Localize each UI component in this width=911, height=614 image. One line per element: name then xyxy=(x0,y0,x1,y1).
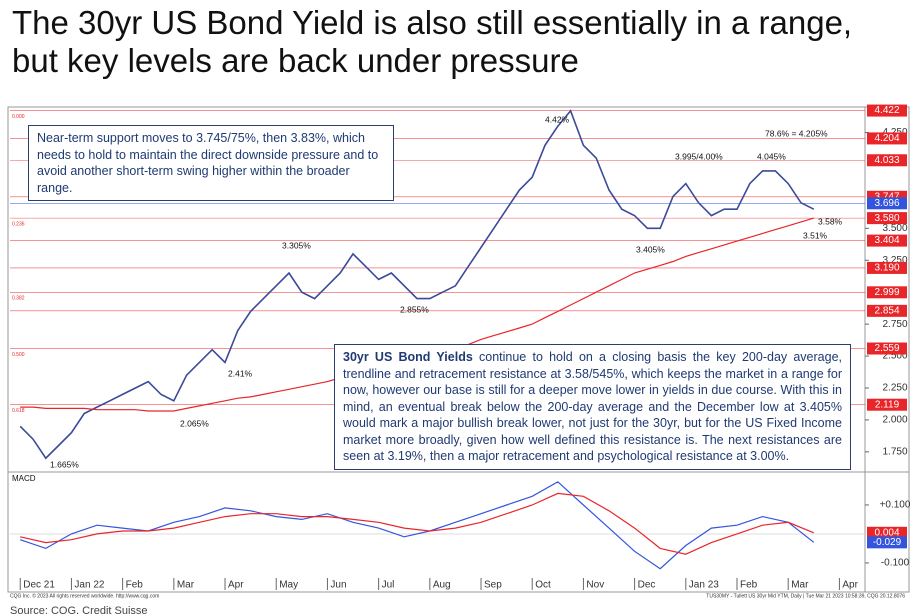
y-tick-label: 2.250 xyxy=(882,383,907,394)
fib-label: 0.618 xyxy=(12,408,25,414)
level-label: 4.204 xyxy=(874,133,899,144)
series-line xyxy=(20,492,815,555)
x-tick-label: Apr xyxy=(842,580,858,591)
panel-title: MACD xyxy=(12,474,36,483)
level-box xyxy=(867,526,907,539)
level-label: 4.033 xyxy=(874,155,899,166)
annotation: 2.855% xyxy=(400,304,429,314)
x-tick-label: Jan 22 xyxy=(74,580,104,591)
x-tick-label: Nov xyxy=(586,580,604,591)
level-box xyxy=(867,286,907,299)
y-tick-label: -0.100 xyxy=(881,558,910,569)
x-tick-label: Apr xyxy=(228,580,244,591)
level-box xyxy=(867,261,907,274)
x-tick-label: Feb xyxy=(740,580,758,591)
annotation: 3.51% xyxy=(803,230,828,240)
note-lead: 30yr US Bond Yields xyxy=(343,350,473,364)
note-text: Near-term support moves to 3.745/75%, th… xyxy=(37,131,379,195)
y-tick-label: 3.500 xyxy=(882,223,907,234)
annotation: 4.045% xyxy=(757,151,786,161)
x-tick-label: Feb xyxy=(126,580,144,591)
level-label: 2.854 xyxy=(874,305,899,316)
footnote: Source: CQG, Credit Suisse xyxy=(10,605,148,614)
fib-label: 0.236 xyxy=(12,221,25,227)
y-tick-label: 2.500 xyxy=(882,351,907,362)
fib-label: 0.500 xyxy=(12,352,25,358)
level-label: 3.696 xyxy=(874,198,899,209)
annotation: 3.305% xyxy=(282,240,311,250)
level-box xyxy=(867,197,907,210)
annotation: 4.42% xyxy=(545,114,570,124)
level-box xyxy=(867,104,907,117)
level-label: -0.029 xyxy=(873,537,902,548)
y-tick-label: 2.750 xyxy=(882,319,907,330)
level-box xyxy=(867,132,907,145)
x-tick-label: Dec xyxy=(638,580,656,591)
series-line xyxy=(20,481,815,570)
level-label: 3.190 xyxy=(874,263,899,274)
annotation: 3.58% xyxy=(818,216,843,226)
level-box xyxy=(867,304,907,317)
level-label: 2.559 xyxy=(874,343,899,354)
annotation: 2.065% xyxy=(180,418,209,428)
x-tick-label: Oct xyxy=(535,580,551,591)
note-box: 30yr US Bond Yields continue to hold on … xyxy=(334,344,851,470)
footnote: TUS30MY - Tullett US 30yr Mid YTM, Daily… xyxy=(706,593,905,599)
level-label: 3.404 xyxy=(874,235,899,246)
level-box xyxy=(867,154,907,167)
level-label: 4.422 xyxy=(874,105,899,116)
x-tick-label: Jan 23 xyxy=(689,580,719,591)
x-tick-label: Jul xyxy=(382,580,395,591)
fib-label: 0.382 xyxy=(12,296,25,302)
footnote: CQG Inc. © 2023 All rights reserved worl… xyxy=(10,592,159,599)
annotation: 2.41% xyxy=(228,368,253,378)
level-label: 3.747 xyxy=(874,191,899,202)
y-tick-label: 3.250 xyxy=(882,255,907,266)
level-label: 2.119 xyxy=(875,399,900,410)
annotation: 1.665% xyxy=(50,459,79,469)
level-label: 0.004 xyxy=(874,527,899,538)
level-box xyxy=(867,212,907,225)
y-tick-label: 1.750 xyxy=(882,446,907,457)
y-tick-label: 2.000 xyxy=(882,415,907,426)
note-text: continue to hold on a closing basis the … xyxy=(343,350,842,463)
level-label: 3.580 xyxy=(874,213,899,224)
series-line xyxy=(19,109,815,460)
y-tick-label: +0.100 xyxy=(880,500,911,511)
level-label: 2.999 xyxy=(874,287,899,298)
fib-label: 0.000 xyxy=(12,114,25,120)
frame xyxy=(7,106,910,593)
x-tick-label: Dec 21 xyxy=(23,580,55,591)
annotation: 3.995/4.00% xyxy=(675,151,723,161)
level-box xyxy=(867,398,907,411)
note-box: Near-term support moves to 3.745/75%, th… xyxy=(28,125,394,201)
level-box xyxy=(867,342,907,355)
x-tick-label: Mar xyxy=(791,580,809,591)
x-tick-label: Mar xyxy=(177,580,195,591)
x-tick-label: May xyxy=(279,580,298,591)
annotation: 3.405% xyxy=(636,244,665,254)
x-tick-label: Sep xyxy=(484,580,502,591)
annotation: 78.6% = 4.205% xyxy=(765,128,828,138)
page-title: The 30yr US Bond Yield is also still ess… xyxy=(12,4,853,79)
x-tick-label: Jun xyxy=(330,580,346,591)
x-tick-label: Aug xyxy=(433,580,451,591)
level-box xyxy=(867,536,907,549)
level-box xyxy=(867,234,907,247)
